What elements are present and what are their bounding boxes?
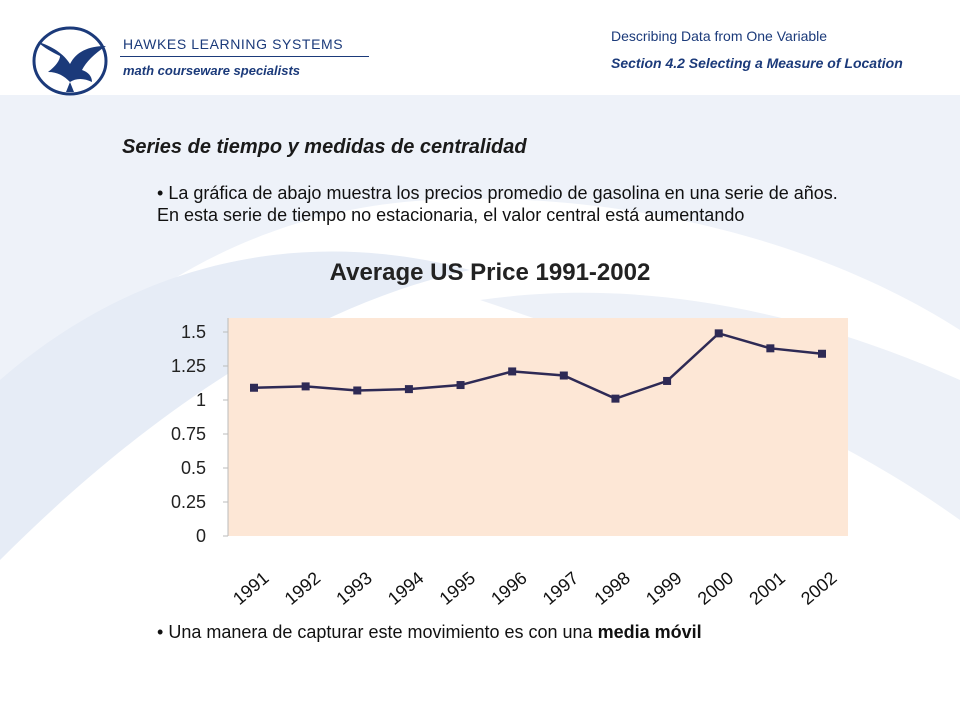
bullet-2-emphasis: media móvil xyxy=(597,622,702,642)
course-title: Describing Data from One Variable xyxy=(611,28,828,44)
data-point-2000 xyxy=(714,329,723,338)
data-point-1996 xyxy=(508,367,517,376)
chart-title: Average US Price 1991-2002 xyxy=(330,259,651,286)
x-tick-label: 1998 xyxy=(590,568,634,609)
bullet-glyph: • xyxy=(157,183,164,203)
bullet-point-2: • Una manera de capturar este movimiento… xyxy=(157,621,917,643)
y-tick-label: 1.25 xyxy=(171,356,206,376)
eagle-logo-icon xyxy=(32,26,108,96)
x-axis: 1991 1992 1993 1994 1995 1996 1997 1998 1999 2000… xyxy=(229,568,841,609)
x-tick-label: 2002 xyxy=(797,568,841,609)
data-point-1991 xyxy=(250,383,258,392)
x-tick-label: 1991 xyxy=(229,568,273,609)
brand-name: HAWKES LEARNING SYSTEMS xyxy=(123,36,344,52)
data-point-1993 xyxy=(353,386,362,395)
data-point-2001 xyxy=(766,344,775,353)
series-average-price xyxy=(250,329,826,403)
data-point-1997 xyxy=(559,371,568,380)
y-tick-label: 1.5 xyxy=(181,322,206,342)
x-tick-label: 2000 xyxy=(694,568,738,609)
y-tick-label: 0.5 xyxy=(181,458,206,478)
x-tick-label: 2001 xyxy=(745,568,789,609)
slide-heading: Series de tiempo y medidas de centralida… xyxy=(122,136,527,158)
bullet-point-1: • La gráfica de abajo muestra los precio… xyxy=(157,182,857,226)
data-point-1999 xyxy=(663,376,672,385)
data-point-1994 xyxy=(404,385,413,394)
bullet-glyph: • xyxy=(157,622,164,642)
y-tick-label: 0.25 xyxy=(171,492,206,512)
x-tick-label: 1997 xyxy=(539,568,583,609)
y-tick-label: 0 xyxy=(196,526,206,546)
brand-divider xyxy=(120,56,369,57)
plot-area xyxy=(228,318,848,536)
x-tick-label: 1999 xyxy=(642,568,686,609)
x-tick-label: 1996 xyxy=(487,568,531,609)
course-section: Section 4.2 Selecting a Measure of Locat… xyxy=(611,55,903,71)
y-tick-label: 1 xyxy=(196,390,206,410)
y-axis: 0 0.25 0.5 0.75 1 1.25 1.5 xyxy=(171,318,229,546)
x-tick-label: 1993 xyxy=(332,568,376,609)
series-line xyxy=(253,331,823,400)
x-tick-label: 1995 xyxy=(436,568,480,609)
x-tick-label: 1994 xyxy=(384,568,428,609)
y-tick-label: 0.75 xyxy=(171,424,206,444)
data-point-1998 xyxy=(611,394,620,403)
x-tick-label: 1992 xyxy=(281,568,325,609)
data-point-2002 xyxy=(818,349,826,358)
brand-tagline: math courseware specialists xyxy=(123,63,301,78)
data-point-1995 xyxy=(456,381,465,390)
bullet-2-text: Una manera de capturar este movimiento e… xyxy=(168,622,598,642)
bullet-1-text: La gráfica de abajo muestra los precios … xyxy=(157,183,838,225)
data-point-1992 xyxy=(301,382,310,391)
